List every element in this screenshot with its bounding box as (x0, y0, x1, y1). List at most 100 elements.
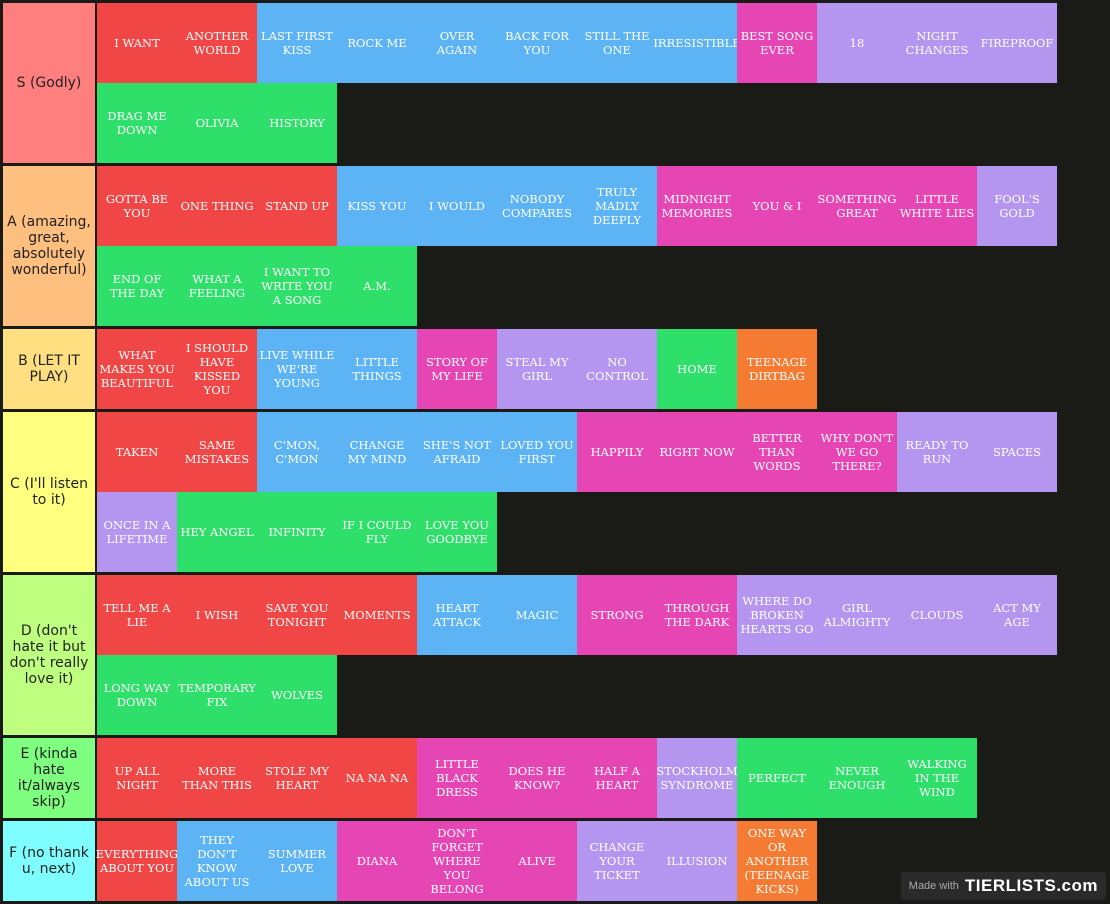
song-tile[interactable]: TEENAGE DIRTBAG (737, 329, 817, 409)
song-tile[interactable]: NA NA NA (337, 738, 417, 818)
song-tile[interactable]: STAND UP (257, 166, 337, 246)
song-tile[interactable]: ONE WAY OR ANOTHER (TEENAGE KICKS) (737, 821, 817, 901)
song-tile[interactable]: OVER AGAIN (417, 3, 497, 83)
song-tile[interactable]: C'MON, C'MON (257, 412, 337, 492)
song-tile[interactable]: FOOL'S GOLD (977, 166, 1057, 246)
song-tile[interactable]: SAME MISTAKES (177, 412, 257, 492)
song-tile[interactable]: MAGIC (497, 575, 577, 655)
song-tile[interactable]: A.M. (337, 246, 417, 326)
song-tile[interactable]: IRRESISTIBLE (653, 3, 741, 83)
song-tile[interactable]: READY TO RUN (897, 412, 977, 492)
song-tile[interactable]: WHAT MAKES YOU BEAUTIFUL (97, 329, 177, 409)
tier-label[interactable]: C (I'll listen to it) (3, 412, 95, 572)
song-tile[interactable]: FIREPROOF (977, 3, 1057, 83)
song-tile[interactable]: EVERYTHING ABOUT YOU (96, 821, 178, 901)
song-tile[interactable]: CLOUDS (897, 575, 977, 655)
song-tile[interactable]: WOLVES (257, 655, 337, 735)
song-tile[interactable]: DOES HE KNOW? (497, 738, 577, 818)
song-tile[interactable]: TEMPORARY FIX (177, 655, 257, 735)
song-tile[interactable]: PERFECT (737, 738, 817, 818)
song-tile[interactable]: YOU & I (737, 166, 817, 246)
song-tile[interactable]: ANOTHER WORLD (177, 3, 257, 83)
song-tile[interactable]: ONE THING (177, 166, 257, 246)
song-tile[interactable]: NIGHT CHANGES (897, 3, 977, 83)
song-tile[interactable]: KISS YOU (337, 166, 417, 246)
tier-label[interactable]: B (LET IT PLAY) (3, 329, 95, 409)
song-tile[interactable]: WHY DON'T WE GO THERE? (817, 412, 897, 492)
song-tile[interactable]: ALIVE (497, 821, 577, 901)
song-tile[interactable]: HALF A HEART (577, 738, 657, 818)
made-with-badge[interactable]: Made with TIERLISTS.com (900, 872, 1106, 900)
song-tile[interactable]: CHANGE YOUR TICKET (577, 821, 657, 901)
song-tile[interactable]: STOCKHOLM SYNDROME (656, 738, 738, 818)
song-tile[interactable]: OLIVIA (177, 83, 257, 163)
song-tile[interactable]: WHERE DO BROKEN HEARTS GO (737, 575, 817, 655)
song-tile[interactable]: THROUGH THE DARK (657, 575, 737, 655)
song-tile[interactable]: SHE'S NOT AFRAID (417, 412, 497, 492)
song-tile[interactable]: STEAL MY GIRL (497, 329, 577, 409)
song-tile[interactable]: HOME (657, 329, 737, 409)
song-tile[interactable]: LAST FIRST KISS (257, 3, 337, 83)
song-tile[interactable]: ROCK ME (337, 3, 417, 83)
song-tile[interactable]: LIVE WHILE WE'RE YOUNG (257, 329, 337, 409)
song-tile[interactable]: ACT MY AGE (977, 575, 1057, 655)
song-tile[interactable]: DRAG ME DOWN (97, 83, 177, 163)
song-tile[interactable]: BETTER THAN WORDS (737, 412, 817, 492)
song-tile[interactable]: MORE THAN THIS (177, 738, 257, 818)
song-tile[interactable]: NO CONTROL (577, 329, 657, 409)
song-tile[interactable]: WALKING IN THE WIND (897, 738, 977, 818)
song-tile[interactable]: NEVER ENOUGH (817, 738, 897, 818)
song-tile[interactable]: I WOULD (417, 166, 497, 246)
song-tile[interactable]: TRULY MADLY DEEPLY (577, 166, 657, 246)
tier-label[interactable]: D (don't hate it but don't really love i… (3, 575, 95, 735)
song-tile[interactable]: SPACES (977, 412, 1057, 492)
song-tile[interactable]: I SHOULD HAVE KISSED YOU (177, 329, 257, 409)
song-tile[interactable]: GIRL ALMIGHTY (817, 575, 897, 655)
song-tile[interactable]: HEART ATTACK (417, 575, 497, 655)
song-tile[interactable]: 18 (817, 3, 897, 83)
song-tile[interactable]: MIDNIGHT MEMORIES (657, 166, 737, 246)
song-tile[interactable]: HEY ANGEL (177, 492, 257, 572)
song-tile[interactable]: THEY DON'T KNOW ABOUT US (177, 821, 257, 901)
song-tile[interactable]: STOLE MY HEART (257, 738, 337, 818)
song-tile[interactable]: DON'T FORGET WHERE YOU BELONG (417, 821, 497, 901)
tier-label[interactable]: S (Godly) (3, 3, 95, 163)
song-tile[interactable]: STORY OF MY LIFE (417, 329, 497, 409)
song-tile[interactable]: BEST SONG EVER (737, 3, 817, 83)
song-tile[interactable]: GOTTA BE YOU (97, 166, 177, 246)
song-tile[interactable]: NOBODY COMPARES (497, 166, 577, 246)
song-tile[interactable]: HAPPILY (577, 412, 657, 492)
song-tile[interactable]: DIANA (337, 821, 417, 901)
song-tile[interactable]: HISTORY (257, 83, 337, 163)
song-tile[interactable]: CHANGE MY MIND (337, 412, 417, 492)
song-tile[interactable]: UP ALL NIGHT (97, 738, 177, 818)
song-tile[interactable]: IF I COULD FLY (337, 492, 417, 572)
song-tile[interactable]: STILL THE ONE (577, 3, 657, 83)
tier-label[interactable]: A (amazing, great, absolutely wonderful) (3, 166, 95, 326)
song-tile[interactable]: STRONG (577, 575, 657, 655)
song-tile[interactable]: END OF THE DAY (97, 246, 177, 326)
song-tile[interactable]: LOVE YOU GOODBYE (417, 492, 497, 572)
song-tile[interactable]: INFINITY (257, 492, 337, 572)
tier-label[interactable]: E (kinda hate it/always skip) (3, 738, 95, 818)
song-tile[interactable]: ONCE IN A LIFETIME (97, 492, 177, 572)
song-tile[interactable]: LOVED YOU FIRST (497, 412, 577, 492)
song-tile[interactable]: ILLUSION (657, 821, 737, 901)
song-tile[interactable]: I WISH (177, 575, 257, 655)
song-tile[interactable]: TELL ME A LIE (97, 575, 177, 655)
song-tile[interactable]: I WANT TO WRITE YOU A SONG (257, 246, 337, 326)
song-tile[interactable]: RIGHT NOW (657, 412, 737, 492)
song-tile[interactable]: LITTLE BLACK DRESS (417, 738, 497, 818)
song-tile[interactable]: SUMMER LOVE (257, 821, 337, 901)
song-tile[interactable]: SOMETHING GREAT (817, 166, 897, 246)
song-tile[interactable]: SAVE YOU TONIGHT (257, 575, 337, 655)
song-tile[interactable]: LONG WAY DOWN (97, 655, 177, 735)
song-tile[interactable]: WHAT A FEELING (177, 246, 257, 326)
song-tile[interactable]: I WANT (97, 3, 177, 83)
song-tile[interactable]: MOMENTS (337, 575, 417, 655)
song-tile[interactable]: LITTLE WHITE LIES (897, 166, 977, 246)
tier-label[interactable]: F (no thank u, next) (3, 821, 95, 901)
song-tile[interactable]: TAKEN (97, 412, 177, 492)
song-tile[interactable]: LITTLE THINGS (337, 329, 417, 409)
song-tile[interactable]: BACK FOR YOU (497, 3, 577, 83)
